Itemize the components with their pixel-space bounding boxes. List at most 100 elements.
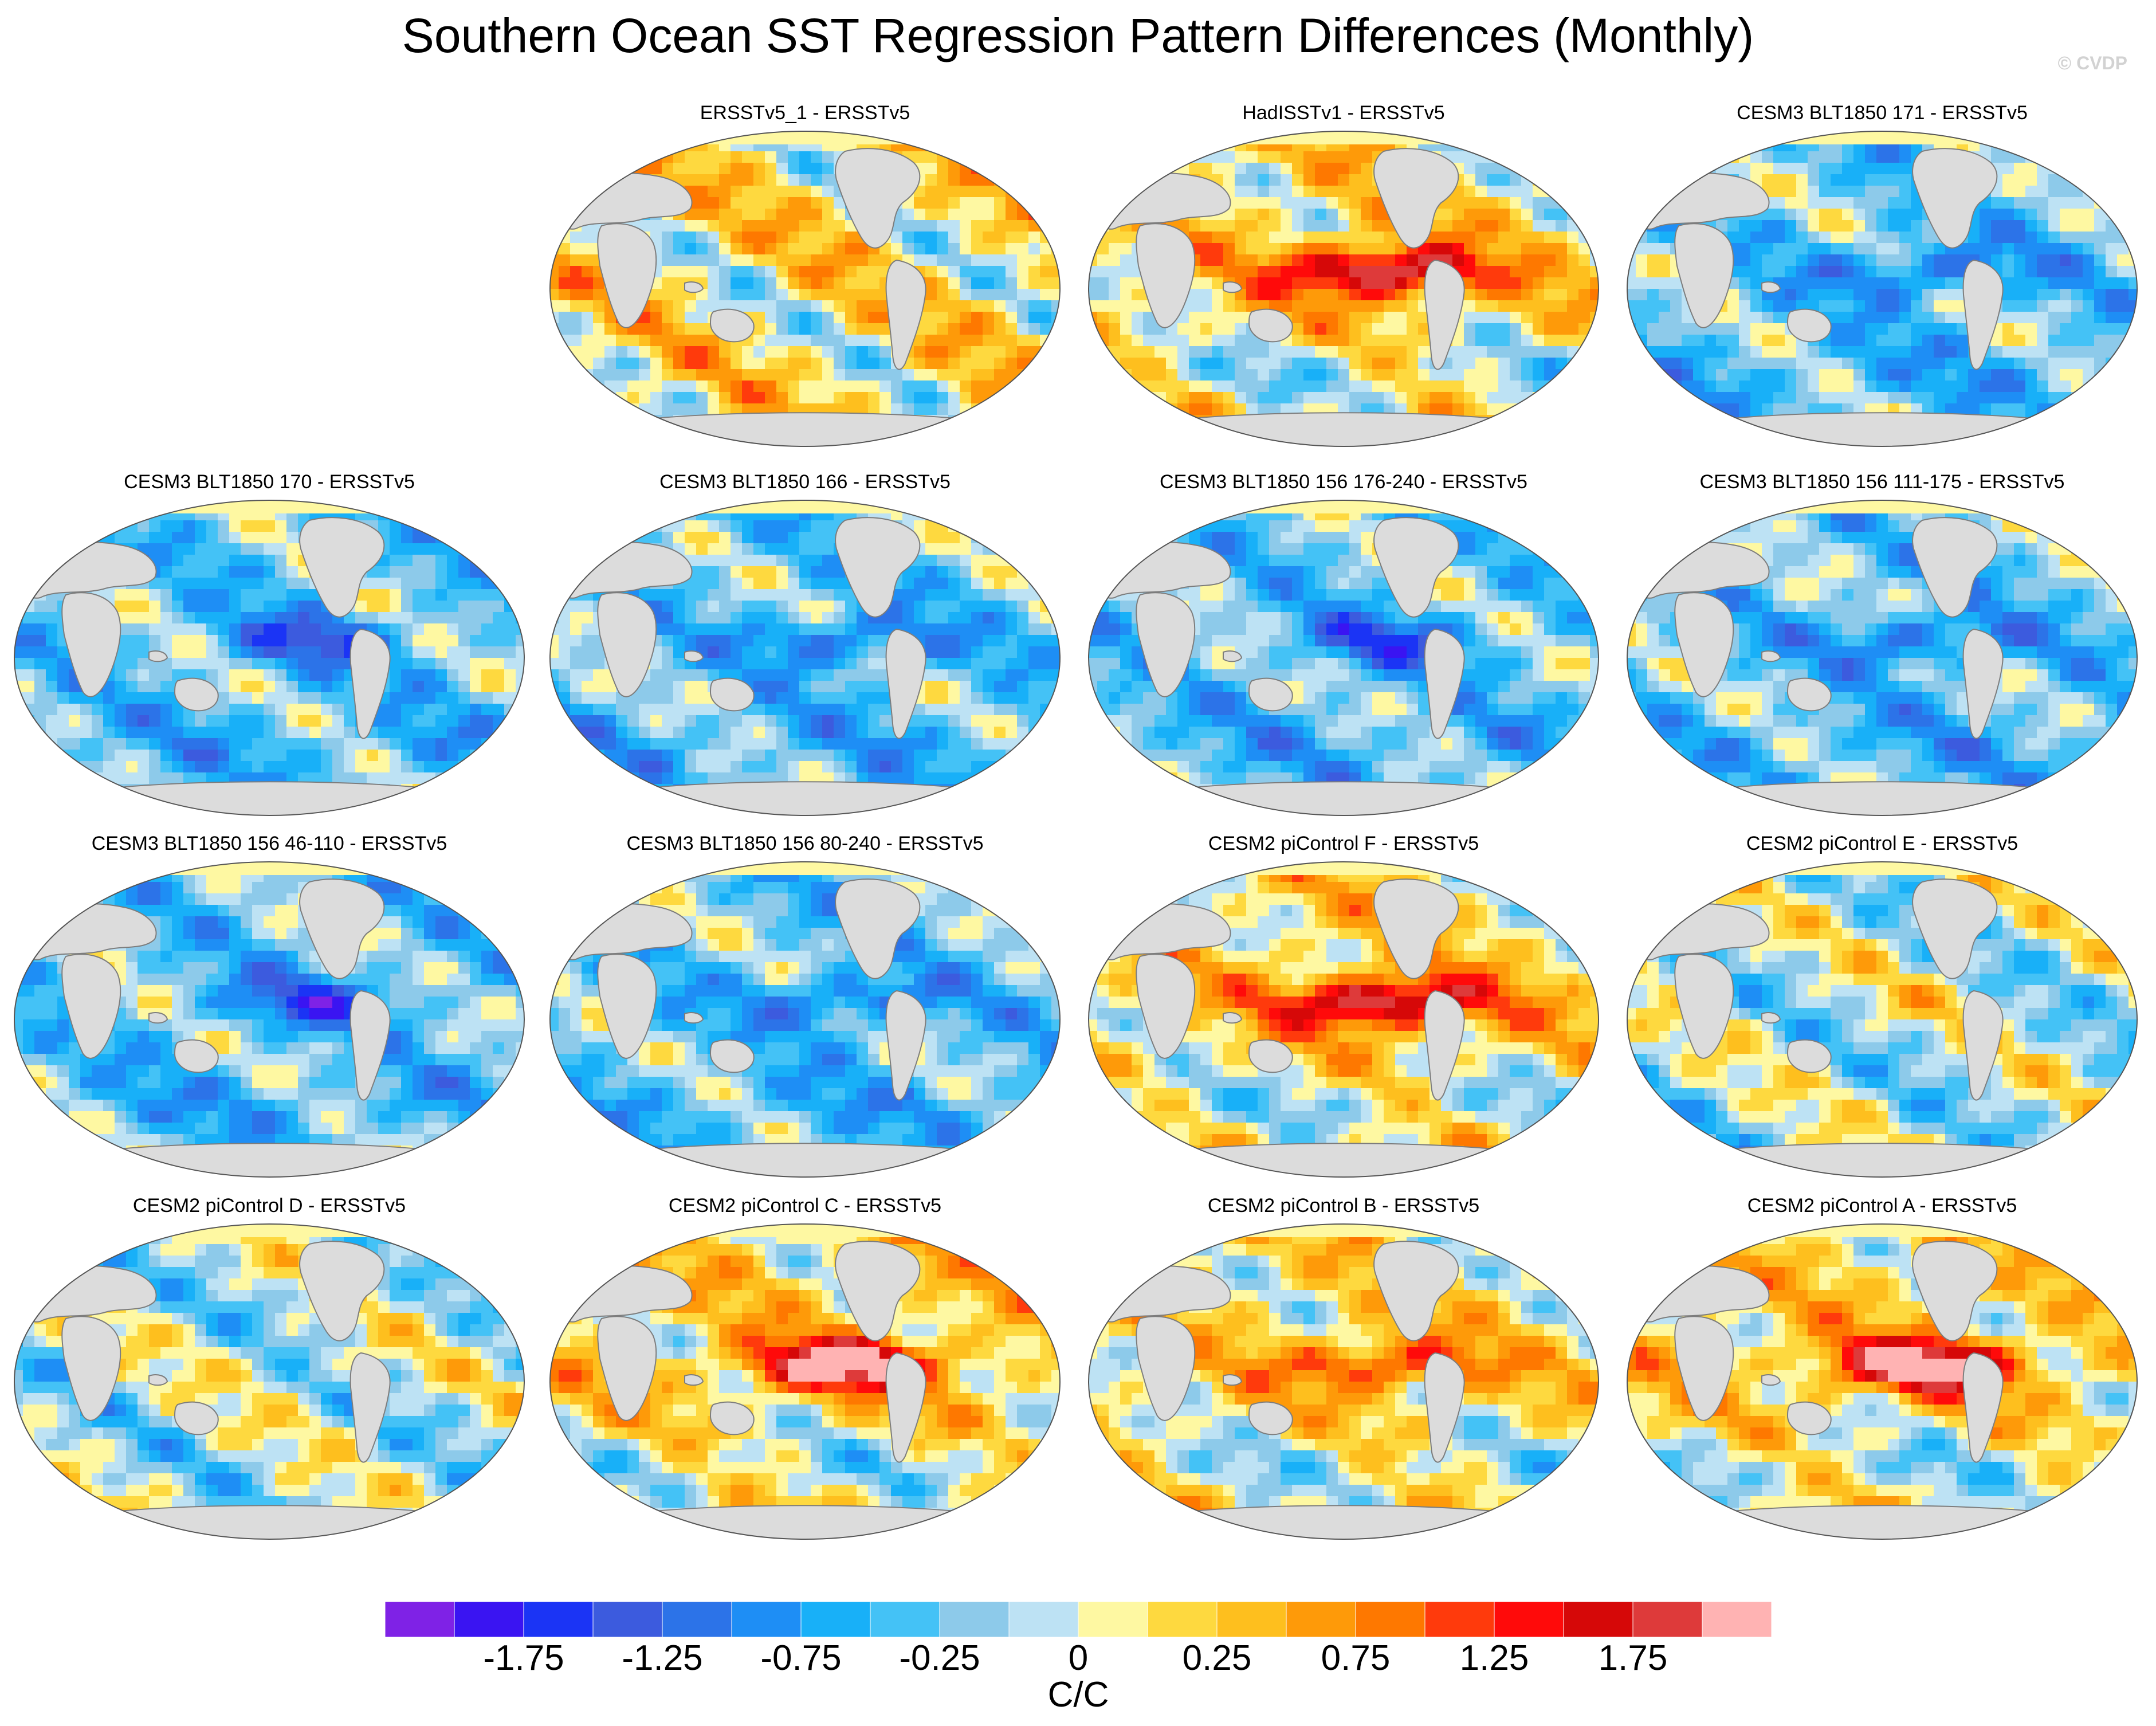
sst-cell	[1028, 392, 1040, 404]
sst-cell	[1876, 220, 1888, 232]
sst-cell	[1452, 358, 1464, 370]
sst-cell	[2037, 415, 2049, 427]
sst-cell	[1968, 131, 1980, 140]
sst-cell	[1177, 140, 1189, 152]
sst-cell	[1051, 232, 1060, 244]
sst-cell	[1384, 277, 1396, 289]
sst-cell	[264, 750, 276, 762]
sst-cell	[1132, 426, 1144, 438]
sst-cell	[80, 520, 92, 532]
sst-cell	[1097, 380, 1109, 393]
sst-cell	[252, 727, 264, 739]
sst-cell	[673, 151, 685, 163]
sst-cell	[753, 346, 765, 358]
sst-cell	[811, 220, 823, 232]
sst-cell	[1627, 131, 1636, 140]
sst-cell	[229, 692, 241, 704]
sst-cell	[2014, 254, 2026, 266]
sst-cell	[1464, 369, 1476, 381]
sst-cell	[914, 197, 926, 209]
sst-cell	[1109, 426, 1121, 438]
sst-cell	[1785, 277, 1797, 289]
sst-cell	[685, 369, 697, 381]
sst-cell	[753, 220, 765, 232]
sst-cell	[616, 403, 628, 415]
sst-cell	[550, 277, 559, 289]
sst-cell	[1361, 392, 1373, 404]
sst-cell	[321, 727, 333, 739]
sst-cell	[799, 151, 811, 163]
sst-cell	[1143, 140, 1155, 152]
sst-cell	[470, 772, 482, 784]
sst-cell	[1750, 438, 1762, 446]
sst-cell	[1292, 369, 1304, 381]
sst-cell	[696, 380, 708, 393]
sst-cell	[1659, 131, 1671, 140]
sst-cell	[481, 500, 493, 509]
sst-cell	[1899, 266, 1911, 278]
sst-cell	[1303, 186, 1315, 198]
sst-cell	[1773, 392, 1785, 404]
sst-cell	[1636, 243, 1648, 255]
sst-cell	[1590, 174, 1599, 186]
sst-cell	[2128, 232, 2137, 244]
sst-cell	[138, 601, 150, 613]
sst-cell	[126, 589, 138, 601]
sst-cell	[1292, 277, 1304, 289]
sst-cell	[2002, 220, 2014, 232]
sst-cell	[1109, 151, 1121, 163]
sst-cell	[776, 186, 788, 198]
sst-cell	[2071, 277, 2083, 289]
sst-cell	[604, 346, 616, 358]
sst-cell	[1636, 312, 1648, 324]
sst-cell	[1006, 323, 1018, 335]
sst-cell	[298, 646, 310, 658]
sst-cell	[1097, 415, 1109, 427]
sst-cell	[1395, 358, 1407, 370]
sst-cell	[241, 543, 253, 555]
sst-cell	[401, 658, 413, 670]
sst-cell	[1544, 277, 1556, 289]
sst-cell	[2106, 232, 2118, 244]
sst-cell	[1089, 300, 1098, 312]
sst-cell	[1853, 312, 1866, 324]
sst-cell	[413, 509, 425, 521]
sst-cell	[983, 358, 995, 370]
sst-cell	[673, 392, 685, 404]
sst-cell	[275, 612, 287, 624]
sst-cell	[413, 727, 425, 739]
sst-cell	[731, 186, 743, 198]
sst-cell	[1750, 289, 1762, 301]
sst-cell	[1727, 380, 1739, 393]
sst-cell	[1017, 289, 1029, 301]
sst-cell	[559, 300, 571, 312]
sst-cell	[2060, 289, 2072, 301]
sst-cell	[195, 750, 207, 762]
sst-cell	[948, 300, 960, 312]
sst-cell	[1842, 151, 1854, 163]
sst-cell	[172, 704, 184, 716]
sst-cell	[447, 715, 459, 727]
sst-cell	[1627, 151, 1636, 163]
sst-cell	[1544, 426, 1556, 438]
sst-cell	[229, 635, 241, 647]
sst-cell	[1097, 266, 1109, 278]
sst-cell	[1922, 380, 1934, 393]
sst-cell	[1796, 277, 1808, 289]
sst-cell	[1865, 197, 1877, 209]
sst-cell	[1441, 220, 1453, 232]
sst-cell	[516, 761, 524, 773]
sst-cell	[731, 266, 743, 278]
sst-cell	[1006, 209, 1018, 221]
sst-cell	[172, 612, 184, 624]
sst-cell	[1051, 140, 1060, 152]
sst-cell	[1544, 289, 1556, 301]
sst-cell	[1785, 358, 1797, 370]
sst-cell	[481, 555, 493, 567]
sst-cell	[470, 738, 482, 750]
sst-cell	[1498, 358, 1510, 370]
sst-cell	[1819, 186, 1831, 198]
sst-cell	[1865, 163, 1877, 175]
sst-cell	[1578, 358, 1591, 370]
sst-cell	[1991, 197, 2003, 209]
